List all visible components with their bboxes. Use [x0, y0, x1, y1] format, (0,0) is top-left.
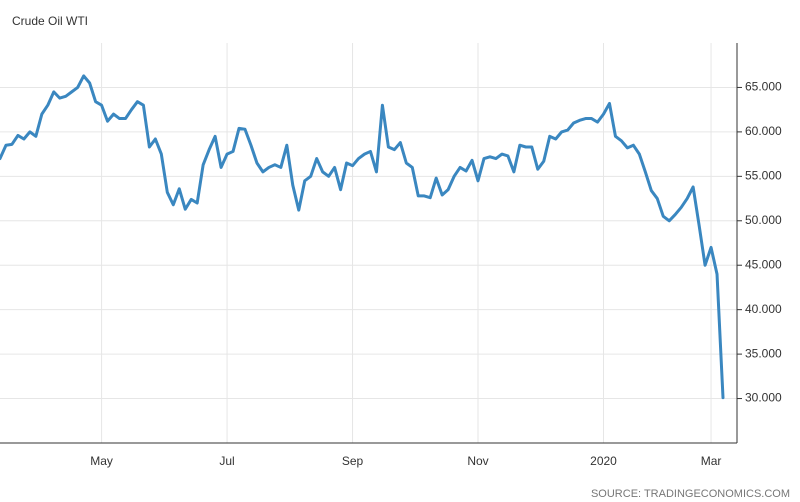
x-tick-label: May: [90, 454, 113, 468]
x-tick-label: Nov: [467, 454, 488, 468]
x-tick-label: Jul: [219, 454, 234, 468]
x-tick-label: Mar: [701, 454, 722, 468]
source-note: SOURCE: TRADINGECONOMICS.COM: [591, 488, 790, 500]
price-line: [0, 74, 725, 400]
y-tick-label: 65.000: [745, 80, 782, 94]
y-tick-label: 50.000: [745, 213, 782, 227]
chart-title: Crude Oil WTI: [12, 14, 88, 28]
x-tick-label: Sep: [342, 454, 364, 468]
y-tick-label: 35.000: [745, 346, 782, 360]
x-tick-label: 2020: [590, 454, 617, 468]
y-tick-label: 40.000: [745, 302, 782, 316]
y-tick-label: 60.000: [745, 124, 782, 138]
y-tick-label: 55.000: [745, 169, 782, 183]
y-tick-label: 45.000: [745, 257, 782, 271]
y-tick-label: 30.000: [745, 391, 782, 405]
